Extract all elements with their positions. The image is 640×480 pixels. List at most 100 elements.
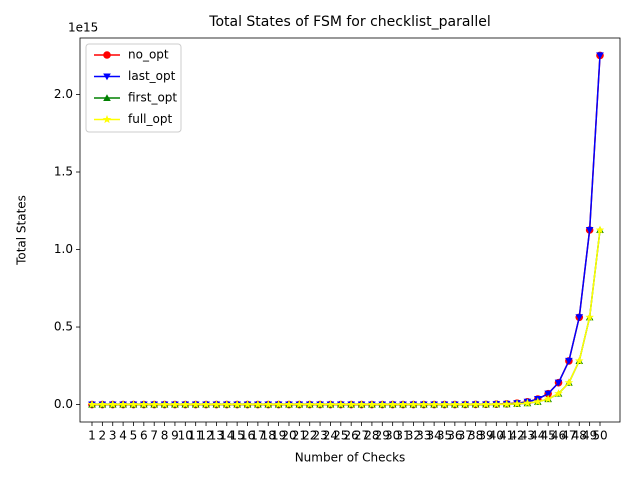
- chart-title: Total States of FSM for checklist_parall…: [208, 14, 490, 30]
- legend-marker: [103, 94, 111, 102]
- data-point: [502, 399, 511, 408]
- data-point: [212, 400, 221, 409]
- data-point: [440, 400, 449, 409]
- data-point: [575, 314, 584, 322]
- x-tick-label: 37: [458, 429, 473, 443]
- data-point: [87, 400, 97, 409]
- data-point: [139, 400, 149, 409]
- data-point: [108, 400, 118, 409]
- data-point: [378, 400, 387, 409]
- x-tick-label: 41: [499, 429, 514, 443]
- legend-label: full_opt: [128, 112, 172, 126]
- legend-box: [85, 43, 182, 133]
- data-point: [585, 312, 594, 321]
- legend-label: no_opt: [128, 48, 169, 62]
- x-tick-label: 29: [375, 429, 390, 443]
- data-point: [222, 400, 232, 409]
- x-tick-label: 3: [109, 429, 117, 443]
- data-point: [243, 400, 252, 409]
- data-point: [274, 400, 283, 409]
- x-tick-label: 5: [130, 429, 138, 443]
- data-point: [305, 400, 314, 409]
- x-tick-label: 48: [572, 429, 587, 443]
- legend-label: first_opt: [128, 91, 177, 105]
- data-point: [419, 400, 429, 409]
- data-point: [554, 389, 563, 398]
- y-axis-label: Total States: [15, 195, 29, 266]
- x-tick-label: 21: [292, 429, 307, 443]
- x-tick-label: 38: [468, 429, 483, 443]
- data-point: [398, 400, 408, 409]
- data-point: [201, 400, 211, 409]
- y-tick-label: 1.0: [54, 242, 73, 256]
- data-point: [346, 400, 356, 409]
- data-point: [118, 400, 128, 409]
- x-axis-label: Number of Checks: [295, 451, 406, 465]
- data-point: [315, 400, 325, 409]
- x-tick-label: 12: [198, 429, 213, 443]
- x-tick-label: 20: [281, 429, 296, 443]
- legend-marker: [103, 73, 111, 81]
- x-tick-label: 49: [582, 429, 597, 443]
- data-point: [336, 400, 346, 409]
- data-point: [263, 400, 273, 409]
- y-tick-label: 0.5: [54, 320, 73, 334]
- x-tick-label: 16: [240, 429, 255, 443]
- x-tick-label: 26: [344, 429, 359, 443]
- x-tick-label: 17: [250, 429, 265, 443]
- x-tick-label: 14: [219, 429, 234, 443]
- data-point: [481, 399, 491, 409]
- y-tick-label: 2.0: [54, 87, 73, 101]
- x-tick-label: 28: [364, 429, 379, 443]
- x-tick-label: 31: [395, 429, 410, 443]
- data-point: [149, 400, 159, 409]
- x-tick-label: 7: [150, 429, 158, 443]
- y-offset-text: 1e15: [68, 21, 98, 35]
- data-point: [160, 400, 169, 409]
- data-point: [357, 400, 366, 409]
- x-tick-label: 24: [323, 429, 338, 443]
- x-tick-label: 50: [592, 429, 607, 443]
- data-point: [450, 400, 460, 409]
- data-point: [129, 400, 138, 409]
- data-point: [191, 400, 200, 409]
- x-tick-label: 6: [140, 429, 148, 443]
- data-point: [596, 52, 604, 60]
- data-point: [543, 394, 553, 403]
- data-point: [554, 379, 563, 387]
- x-tick-label: 11: [188, 429, 203, 443]
- x-tick-label: 10: [178, 429, 193, 443]
- x-tick-label: 32: [406, 429, 421, 443]
- data-point: [564, 378, 574, 387]
- x-tick-label: 39: [478, 429, 493, 443]
- legend-marker: [103, 51, 111, 59]
- data-point: [326, 400, 335, 409]
- x-tick-label: 35: [437, 429, 452, 443]
- x-tick-label: 42: [509, 429, 524, 443]
- x-tick-label: 27: [354, 429, 369, 443]
- data-point: [533, 397, 543, 406]
- x-tick-label: 36: [447, 429, 462, 443]
- x-tick-label: 19: [271, 429, 286, 443]
- data-point: [295, 400, 304, 409]
- data-point: [98, 400, 107, 409]
- x-tick-label: 40: [489, 429, 504, 443]
- x-tick-label: 2: [99, 429, 107, 443]
- data-point: [585, 226, 594, 234]
- data-point: [574, 356, 584, 365]
- x-tick-label: 22: [302, 429, 317, 443]
- x-tick-label: 45: [541, 429, 556, 443]
- x-tick-label: 33: [416, 429, 431, 443]
- legend-marker: [102, 115, 112, 124]
- legend-label: last_opt: [128, 69, 176, 83]
- data-point: [367, 400, 377, 409]
- data-point: [181, 400, 190, 409]
- data-point: [388, 400, 397, 409]
- x-tick-label: 25: [333, 429, 348, 443]
- data-point: [284, 400, 294, 409]
- x-tick-label: 44: [530, 429, 545, 443]
- x-tick-label: 34: [426, 429, 441, 443]
- data-point: [460, 400, 470, 409]
